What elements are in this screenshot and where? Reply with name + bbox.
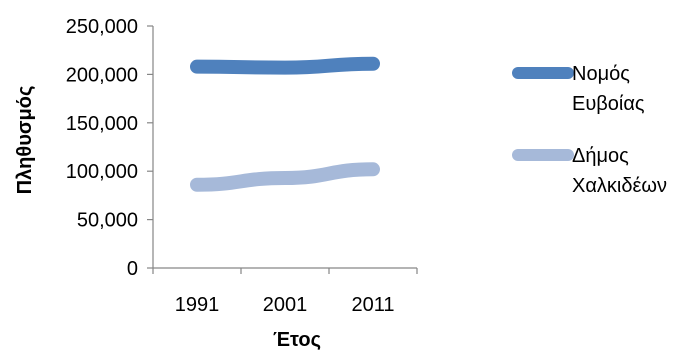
legend-label-1: Ευβοίας: [572, 93, 645, 115]
y-tick-label: 0: [127, 258, 138, 280]
series-line-1: [190, 56, 380, 75]
x-tick-label: 2011: [351, 294, 394, 316]
y-tick-label: 100,000: [66, 161, 138, 183]
y-tick-label: 50,000: [77, 210, 138, 232]
axes: 0 50,000 100,000 150,000 200,000 250,000 1991 2…: [66, 16, 418, 316]
y-tick-label: 250,000: [66, 16, 138, 38]
series-layer: [190, 56, 380, 192]
legend-label-1: Νομός: [572, 63, 630, 85]
series-line-2: [190, 162, 380, 192]
y-axis-title: Πληθυσμός: [14, 86, 36, 195]
legend-label-2: Χαλκιδέων: [572, 175, 667, 197]
legend: Νομός Ευβοίας Δήμος Χαλκιδέων: [512, 63, 667, 197]
x-tick-label: 2001: [263, 294, 308, 316]
x-tick-label: 1991: [175, 294, 220, 316]
y-tick-label: 150,000: [66, 113, 138, 135]
x-axis-title: Έτος: [273, 329, 321, 351]
y-tick-label: 200,000: [66, 64, 138, 86]
legend-label-2: Δήμος: [572, 145, 629, 167]
